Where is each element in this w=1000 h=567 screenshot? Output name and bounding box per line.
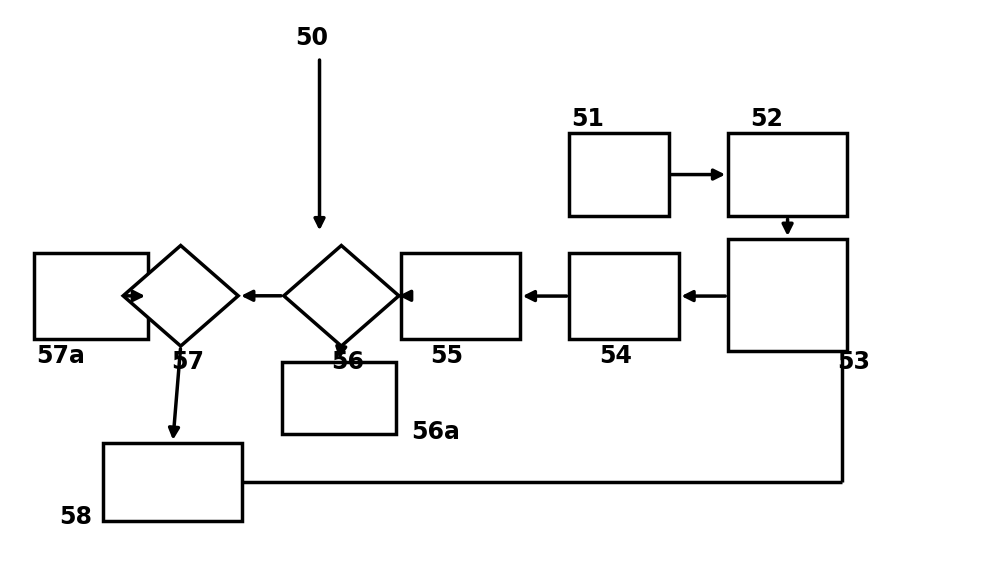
Text: 51: 51 — [571, 107, 604, 130]
Text: 50: 50 — [295, 26, 328, 50]
Text: 56: 56 — [331, 350, 364, 374]
Bar — [728, 239, 847, 350]
Text: 53: 53 — [837, 350, 870, 374]
Text: 57: 57 — [171, 350, 204, 374]
Polygon shape — [123, 246, 238, 346]
Text: 58: 58 — [59, 505, 92, 529]
Text: 52: 52 — [750, 107, 783, 130]
Bar — [34, 253, 148, 340]
Text: 55: 55 — [431, 344, 464, 368]
Polygon shape — [284, 246, 399, 346]
Bar — [401, 253, 520, 340]
Bar — [282, 362, 396, 434]
Bar — [103, 443, 242, 521]
Text: 56a: 56a — [411, 420, 460, 443]
Bar — [569, 133, 669, 217]
Text: 57a: 57a — [36, 344, 85, 368]
Text: 54: 54 — [599, 344, 632, 368]
Bar — [569, 253, 678, 340]
Bar — [728, 133, 847, 217]
